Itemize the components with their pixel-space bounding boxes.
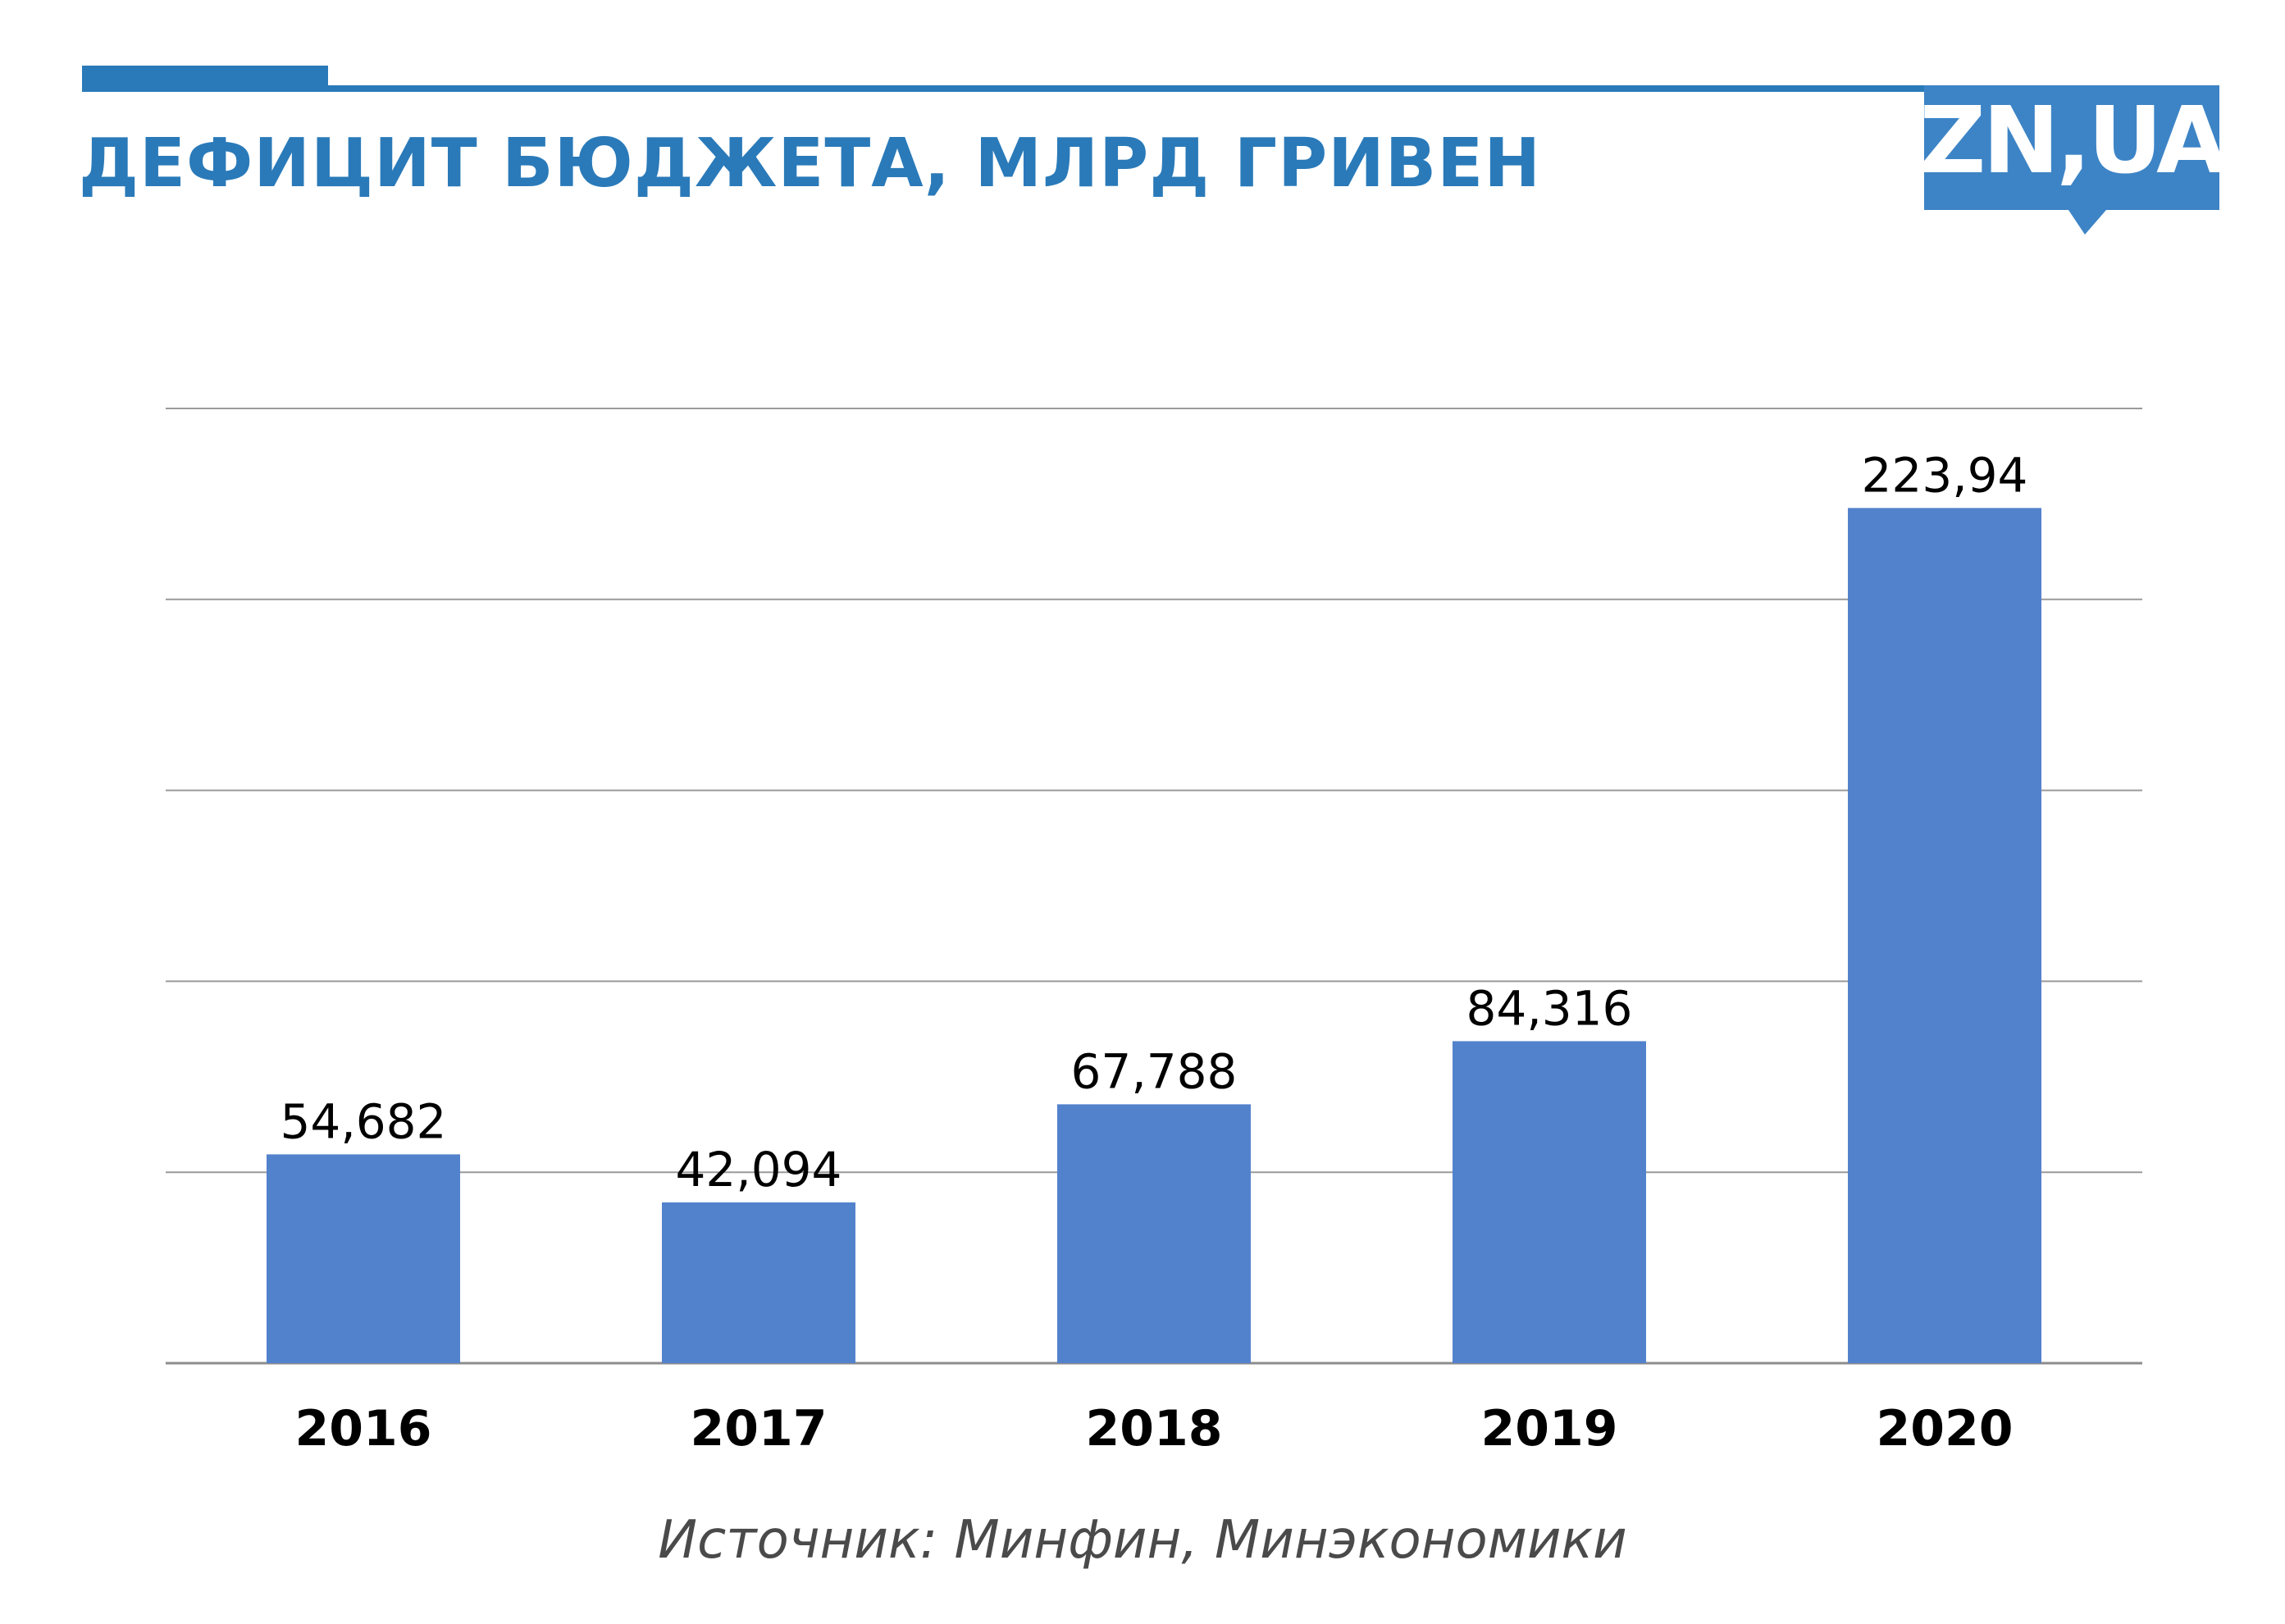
bar-2018 [1057,1104,1251,1363]
x-tick-label-2019: 2019 [1481,1400,1618,1457]
value-label-2019: 84,316 [1466,980,1633,1036]
x-tick-label-2016: 2016 [295,1400,432,1457]
chart-x-axis-labels: 2016 2017 2018 2019 2020 [295,1400,2014,1457]
bar-2019 [1453,1041,1646,1363]
source-note: Источник: Минфин, Минэкономики [658,1510,1627,1571]
chart-bars [267,508,2041,1363]
chart-value-labels: 54,682 42,094 67,788 84,316 223,94 [280,447,2028,1197]
value-label-2020: 223,94 [1862,447,2028,503]
x-tick-label-2018: 2018 [1086,1400,1223,1457]
zn-ua-logo: ZN,UA [1924,85,2219,235]
bar-2020 [1848,508,2041,1363]
chart-title: ДЕФИЦИТ БЮДЖЕТА, МЛРД ГРИВЕН [79,125,1541,203]
value-label-2017: 42,094 [676,1142,842,1197]
value-label-2016: 54,682 [280,1093,447,1149]
bar-2017 [662,1202,855,1363]
logo-speech-bubble [1924,85,2219,235]
value-label-2018: 67,788 [1071,1043,1238,1099]
bar-2016 [267,1154,460,1363]
header-rule [82,85,2219,92]
x-tick-label-2017: 2017 [691,1400,828,1457]
logo-text: ZN,UA [1924,88,2219,194]
x-tick-label-2020: 2020 [1877,1400,2014,1457]
